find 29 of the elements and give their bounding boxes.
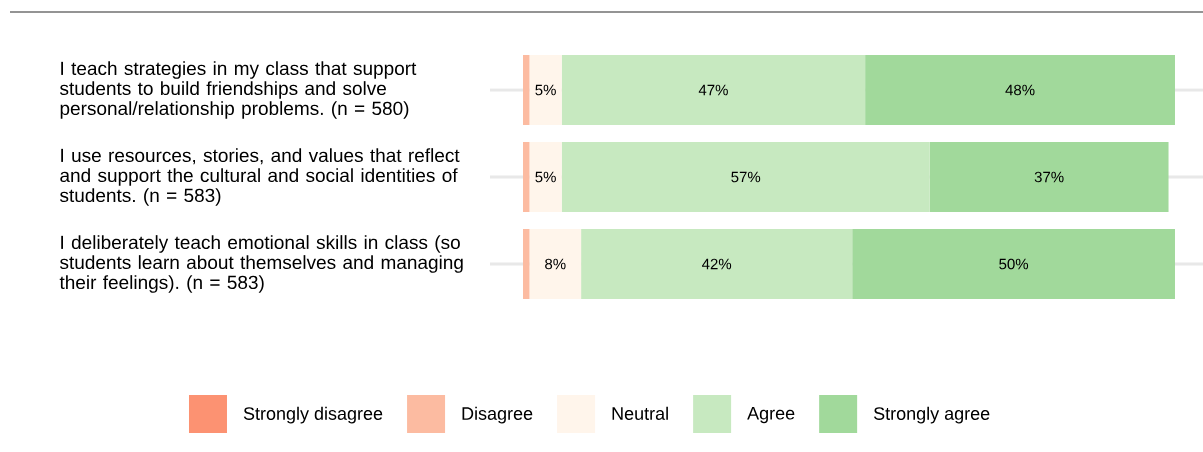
bar [865,54,1175,126]
legend-label: Strongly agree [873,406,990,424]
data-label: 57% [731,171,761,183]
bar [929,141,1169,213]
data-label: 5% [535,171,556,183]
legend-label: Agree [747,407,795,424]
bar [529,54,562,126]
bar [561,141,930,213]
y-tick-label: I deliberately teach emotional skills in class (so students learn about themselves and managing their feelings). (n = 583) [59,235,463,293]
bar [523,228,530,300]
bar [523,54,530,126]
bar [581,228,853,300]
y-tick-label: I use resources, stories, and values that reflect and support the cultural and social identities of students. (n = 583) [60,148,460,206]
legend-label: Disagree [462,406,533,424]
data-label: 8% [545,258,566,270]
data-label: 50% [999,258,1029,270]
data-label: 42% [702,258,732,270]
legend-label: Strongly disagree [243,406,383,424]
data-label: 5% [535,84,556,96]
data-label: 47% [698,84,728,96]
y-tick-label: I teach strategies in my class that support students to build friendships and solve personal/relationship problems. (n = 580) [60,61,417,119]
bar [529,228,582,300]
data-label: 37% [1034,171,1064,183]
bar [561,54,866,126]
data-label: 48% [1005,84,1035,96]
bar [852,228,1175,300]
bar [523,141,530,213]
bar [529,141,562,213]
legend-label: Neutral [612,406,668,420]
